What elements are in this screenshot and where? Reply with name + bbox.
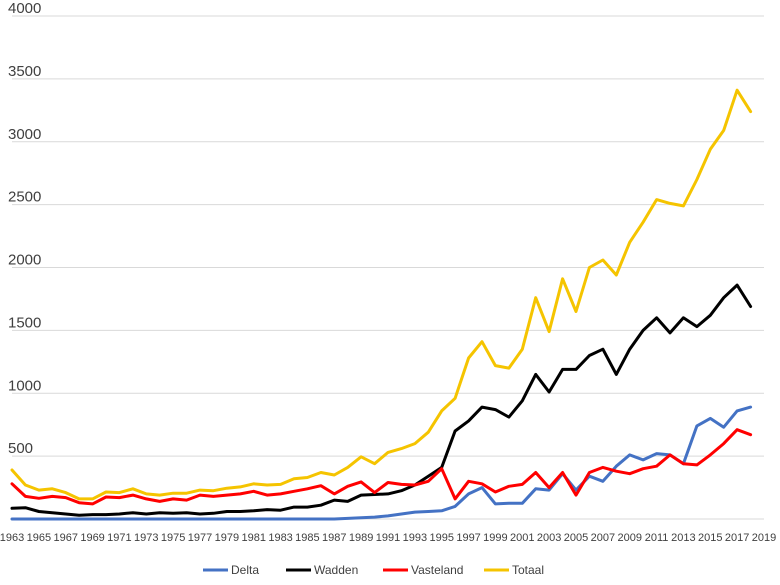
y-tick-label: 3000	[8, 126, 41, 143]
series-line-totaal	[10, 88, 753, 501]
x-tick-label: 1989	[349, 532, 373, 544]
y-tick-label: 2500	[8, 189, 41, 206]
y-axis-ticks: 500 1000 1500 2000 2500 3000 3500 4000	[8, 0, 41, 457]
x-tick-label: 2015	[698, 532, 722, 544]
y-tick-label: 2000	[8, 252, 41, 269]
legend-label: Delta	[231, 563, 259, 577]
x-tick-label: 1993	[403, 532, 427, 544]
x-tick-label: 1973	[134, 532, 158, 544]
x-tick-label: 2009	[617, 532, 641, 544]
legend-label: Totaal	[512, 563, 544, 577]
y-tick-label: 1500	[8, 314, 41, 331]
x-axis-ticks: 1963 1965 1967 1969 1971 1973 1975 1977 1979 1981…	[0, 532, 776, 544]
x-tick-label: 1983	[268, 532, 292, 544]
x-tick-label: 1977	[188, 532, 212, 544]
x-tick-label: 1969	[80, 532, 104, 544]
x-tick-label: 2019	[752, 532, 776, 544]
series-line-delta	[10, 405, 753, 521]
series-line-wadden	[10, 283, 753, 517]
x-tick-label: 2017	[725, 532, 749, 544]
x-tick-label: 2013	[671, 532, 695, 544]
x-tick-label: 2005	[564, 532, 588, 544]
legend-label: Wadden	[314, 563, 358, 577]
x-tick-label: 1965	[27, 532, 51, 544]
legend: Delta Wadden Vasteland Totaal	[203, 563, 544, 577]
x-tick-label: 1967	[53, 532, 77, 544]
legend-label: Vasteland	[411, 563, 463, 577]
x-tick-label: 1963	[0, 532, 24, 544]
y-tick-label: 500	[8, 440, 33, 457]
x-tick-label: 1975	[161, 532, 185, 544]
y-tick-label: 1000	[8, 377, 41, 394]
x-tick-label: 1979	[215, 532, 239, 544]
y-tick-label: 3500	[8, 63, 41, 80]
series-lines	[10, 88, 753, 521]
x-tick-label: 1981	[241, 532, 265, 544]
x-tick-label: 1995	[429, 532, 453, 544]
x-tick-label: 2007	[591, 532, 615, 544]
x-tick-label: 1997	[456, 532, 480, 544]
x-tick-label: 1999	[483, 532, 507, 544]
x-tick-label: 1987	[322, 532, 346, 544]
x-tick-label: 1971	[107, 532, 131, 544]
x-tick-label: 2011	[645, 532, 669, 544]
x-tick-label: 2003	[537, 532, 561, 544]
x-tick-label: 1991	[376, 532, 400, 544]
y-tick-label: 4000	[8, 0, 41, 17]
gridlines	[12, 15, 764, 457]
x-tick-label: 2001	[510, 532, 534, 544]
series-line-vasteland	[10, 428, 753, 506]
x-tick-label: 1985	[295, 532, 319, 544]
